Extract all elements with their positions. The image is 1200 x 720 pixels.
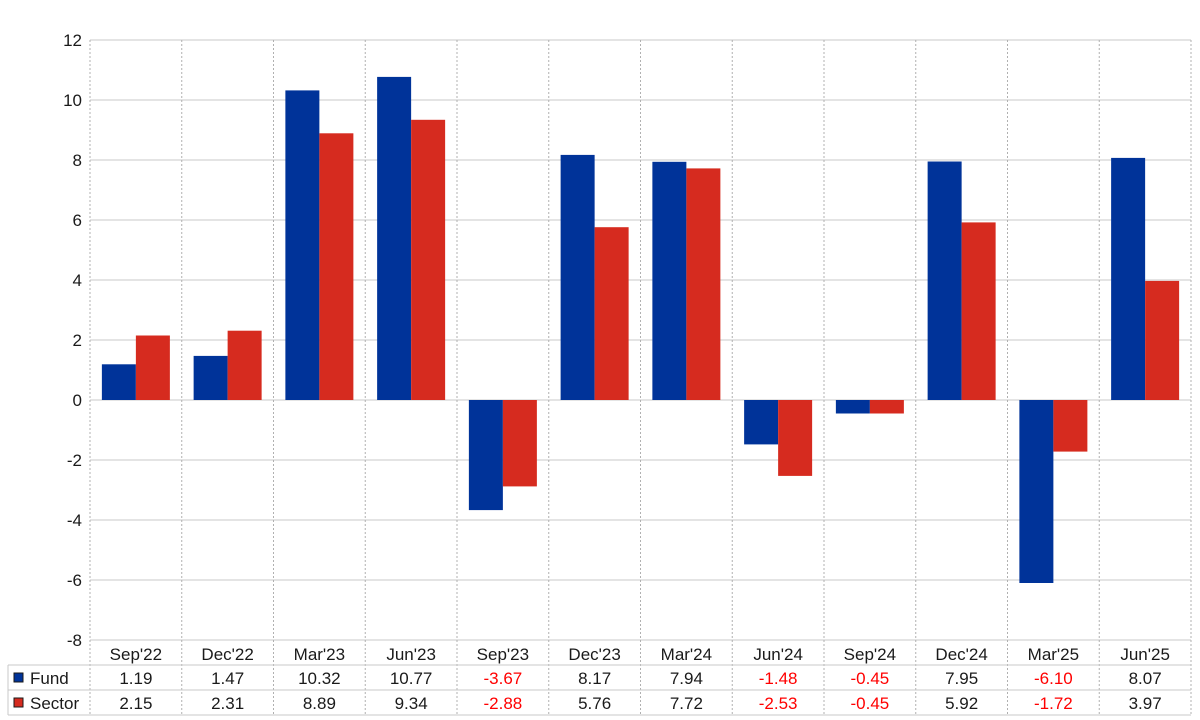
category-label: Sep'22 (110, 645, 162, 664)
y-tick-label: 0 (73, 391, 82, 410)
bar-fund-9 (927, 161, 962, 400)
bar-fund-7 (744, 400, 779, 445)
y-tick-label: 4 (73, 271, 82, 290)
data-label-fund: 7.94 (670, 669, 703, 688)
bar-sector-6 (686, 168, 721, 400)
bar-sector-2 (319, 133, 354, 401)
y-tick-label: -2 (67, 451, 82, 470)
y-tick-label: 2 (73, 331, 82, 350)
y-tick-label: 8 (73, 151, 82, 170)
category-label: Sep'23 (477, 645, 529, 664)
data-label-sector: -2.53 (759, 694, 798, 713)
bar-fund-5 (560, 154, 595, 400)
legend-label-fund: Fund (30, 669, 69, 688)
data-table: Sep'22 Dec'22 Mar'23 Jun'23 Sep'23 Dec'23 Mar'… (7, 645, 1191, 716)
category-label: Mar'24 (661, 645, 712, 664)
data-label-fund: 10.77 (390, 669, 433, 688)
legend-label-sector: Sector (30, 694, 79, 713)
bar-fund-0 (101, 364, 136, 400)
data-label-fund: -6.10 (1034, 669, 1073, 688)
y-tick-label: -6 (67, 571, 82, 590)
y-tick-label: 10 (63, 91, 82, 110)
data-label-sector: 5.76 (578, 694, 611, 713)
category-label: Dec'23 (568, 645, 620, 664)
grid-lines (89, 39, 1192, 715)
category-label: Jun'24 (753, 645, 803, 664)
data-label-sector: -1.72 (1034, 694, 1073, 713)
data-label-sector: 3.97 (1129, 694, 1162, 713)
bar-fund-3 (377, 76, 412, 401)
data-label-sector: -2.88 (484, 694, 523, 713)
data-label-fund: 1.47 (211, 669, 244, 688)
data-label-fund: 10.32 (298, 669, 341, 688)
bar-fund-6 (652, 161, 687, 400)
y-tick-label: -4 (67, 511, 82, 530)
bar-fund-11 (1111, 157, 1146, 400)
category-label: Dec'22 (201, 645, 253, 664)
data-label-fund: 1.19 (119, 669, 152, 688)
bar-fund-8 (835, 400, 870, 414)
data-label-sector: 9.34 (395, 694, 428, 713)
bar-sector-0 (135, 335, 170, 400)
bar-sector-3 (411, 119, 446, 401)
data-label-sector: 8.89 (303, 694, 336, 713)
data-label-sector: 2.15 (119, 694, 152, 713)
data-label-sector: 5.92 (945, 694, 978, 713)
data-label-fund: 7.95 (945, 669, 978, 688)
bars (101, 76, 1180, 583)
data-label-sector: 2.31 (211, 694, 244, 713)
bar-sector-8 (869, 400, 904, 414)
bar-fund-4 (468, 400, 503, 511)
bar-sector-11 (1145, 280, 1180, 400)
bar-sector-1 (227, 330, 262, 400)
bar-sector-7 (778, 400, 813, 476)
category-label: Jun'23 (386, 645, 436, 664)
category-label: Sep'24 (844, 645, 896, 664)
data-label-sector: 7.72 (670, 694, 703, 713)
category-label: Jun'25 (1120, 645, 1170, 664)
data-label-fund: -0.45 (851, 669, 890, 688)
y-tick-label: 12 (63, 31, 82, 50)
data-label-fund: -3.67 (484, 669, 523, 688)
legend-swatch-fund (13, 672, 24, 683)
data-label-fund: 8.07 (1129, 669, 1162, 688)
y-axis-ticks: 12 10 8 6 4 2 0 -2 -4 -6 -8 (63, 31, 82, 650)
category-label: Mar'23 (294, 645, 345, 664)
data-label-fund: -1.48 (759, 669, 798, 688)
bar-fund-10 (1019, 400, 1054, 583)
bar-sector-9 (961, 222, 996, 400)
bar-sector-4 (502, 400, 537, 487)
y-tick-label: -8 (67, 631, 82, 650)
category-label: Dec'24 (935, 645, 987, 664)
category-label: Mar'25 (1028, 645, 1079, 664)
data-label-sector: -0.45 (851, 694, 890, 713)
bar-fund-2 (285, 90, 320, 401)
bar-fund-1 (193, 355, 228, 400)
data-label-fund: 8.17 (578, 669, 611, 688)
legend-swatch-sector (13, 697, 24, 708)
bar-sector-5 (594, 227, 629, 400)
y-tick-label: 6 (73, 211, 82, 230)
bar-sector-10 (1053, 400, 1088, 452)
